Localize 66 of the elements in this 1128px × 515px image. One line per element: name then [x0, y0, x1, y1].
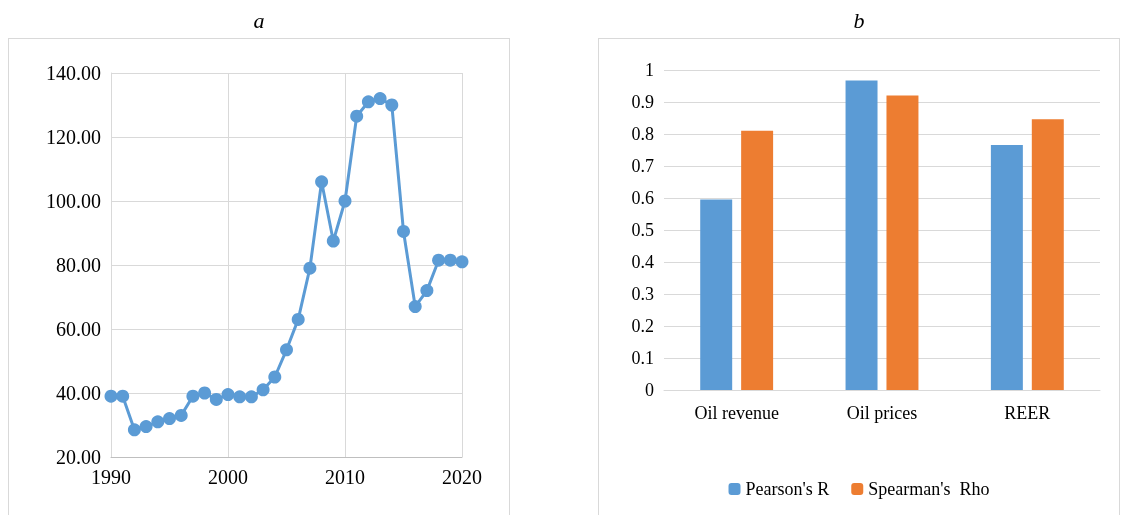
x-tick-label: REER	[1004, 403, 1051, 423]
chart-title: b	[853, 7, 865, 33]
y-tick-label: 60.00	[56, 318, 101, 340]
point	[443, 253, 457, 267]
point	[221, 388, 235, 402]
bar	[1031, 119, 1064, 390]
point	[315, 175, 329, 189]
point	[397, 224, 410, 238]
x-tick-label: 2010	[325, 466, 365, 488]
legend-label: Spearman's Rho	[868, 479, 990, 499]
point	[198, 386, 212, 400]
legend-label: Pearson's R	[745, 479, 830, 499]
y-tick-label: 40.00	[56, 382, 101, 404]
y-tick-label: 0.2	[631, 316, 654, 336]
point	[256, 383, 270, 397]
point	[408, 300, 422, 314]
point	[420, 284, 434, 298]
point	[280, 343, 293, 357]
point	[268, 370, 282, 384]
point	[455, 255, 469, 269]
point	[338, 194, 352, 208]
y-tick-label: 100.00	[46, 190, 101, 212]
point	[244, 390, 258, 404]
point	[116, 389, 130, 403]
y-tick-label: 0.5	[631, 220, 654, 240]
point	[432, 253, 446, 267]
x-tick-label: 2020	[442, 466, 482, 488]
y-tick-label: 0.6	[631, 188, 654, 208]
bar	[741, 130, 774, 390]
point	[326, 234, 340, 248]
point	[139, 420, 153, 434]
bar	[845, 80, 878, 390]
point	[361, 95, 375, 109]
y-tick-label: 0.3	[631, 284, 654, 304]
y-tick-label: 140.00	[46, 62, 101, 84]
point	[350, 109, 364, 123]
x-tick-label: 1990	[91, 466, 131, 488]
point	[104, 389, 118, 403]
bar	[886, 95, 919, 390]
y-tick-label: 1	[645, 60, 654, 80]
point	[291, 312, 305, 326]
point	[303, 261, 317, 275]
y-tick-label: 20.00	[56, 446, 101, 468]
y-tick-label: 0	[645, 380, 654, 400]
point	[186, 389, 200, 403]
point	[163, 412, 176, 426]
bar	[700, 199, 733, 390]
point	[373, 92, 387, 106]
x-tick-label: 2000	[208, 466, 248, 488]
y-tick-label: 0.1	[631, 348, 654, 368]
point	[385, 98, 399, 112]
chart-title: a	[253, 7, 265, 33]
point	[127, 423, 141, 437]
y-tick-label: 0.9	[631, 92, 654, 112]
point	[151, 415, 165, 429]
y-tick-label: 0.8	[631, 124, 654, 144]
y-tick-label: 80.00	[56, 254, 101, 276]
y-tick-label: 0.4	[631, 252, 654, 272]
point	[174, 408, 188, 422]
x-tick-label: Oil revenue	[694, 403, 779, 423]
y-tick-label: 0.7	[631, 156, 654, 176]
bar	[990, 144, 1023, 390]
y-tick-label: 120.00	[46, 126, 101, 148]
point	[209, 392, 223, 406]
x-tick-label: Oil prices	[846, 403, 918, 423]
point	[233, 390, 247, 404]
